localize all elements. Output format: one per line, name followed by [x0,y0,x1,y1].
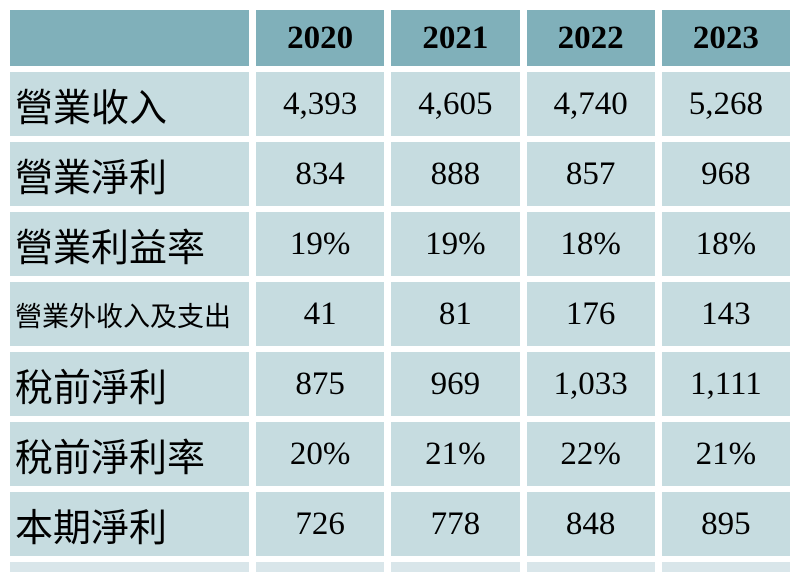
value-cell: 726 [256,492,385,556]
row-label-cell: 營業外收入及支出 [10,282,249,346]
year-header-cell: 2021 [391,10,520,66]
value-cell: 969 [391,352,520,416]
value-cell: 5,268 [661,72,790,136]
row-label-cell: 營業利益率 [10,212,249,276]
value-cell: 1,111 [661,352,790,416]
value-cell: 22% [526,422,655,486]
year-header-cell: 2022 [526,10,655,66]
value-cell: 21% [661,422,790,486]
value-cell: 968 [661,142,790,206]
value-cell: 1,033 [526,352,655,416]
value-cell: 143 [661,282,790,346]
value-cell: 21% [391,422,520,486]
header-corner-cell [10,10,249,66]
value-cell: 875 [256,352,385,416]
value-cell: 19% [391,212,520,276]
value-cell: 895 [661,492,790,556]
value-cell: 41 [256,282,385,346]
financial-table: 2020 2021 2022 2023 營業收入 4,393 4,605 4,740 5,268… [10,10,790,572]
value-cell: 176 [526,282,655,346]
year-header-cell: 2020 [256,10,385,66]
value-cell: 19% [256,212,385,276]
row-label-cell: 稅前淨利 [10,352,249,416]
row-label-cell: 營業淨利 [10,142,249,206]
value-cell: 4,605 [391,72,520,136]
value-cell: 4,740 [526,72,655,136]
value-cell: 857 [526,142,655,206]
value-cell: 20% [256,422,385,486]
row-label-cell: 營業收入 [10,72,249,136]
value-cell: 848 [526,492,655,556]
value-cell: 888 [391,142,520,206]
value-cell: 834 [256,142,385,206]
row-label-cell: 本期淨利 [10,492,249,556]
value-cell: 778 [391,492,520,556]
value-cell: 18% [661,212,790,276]
value-cell: 18% [526,212,655,276]
row-label-cell: 稅前淨利率 [10,422,249,486]
year-header-cell: 2023 [661,10,790,66]
value-cell: 4,393 [256,72,385,136]
value-cell: 81 [391,282,520,346]
